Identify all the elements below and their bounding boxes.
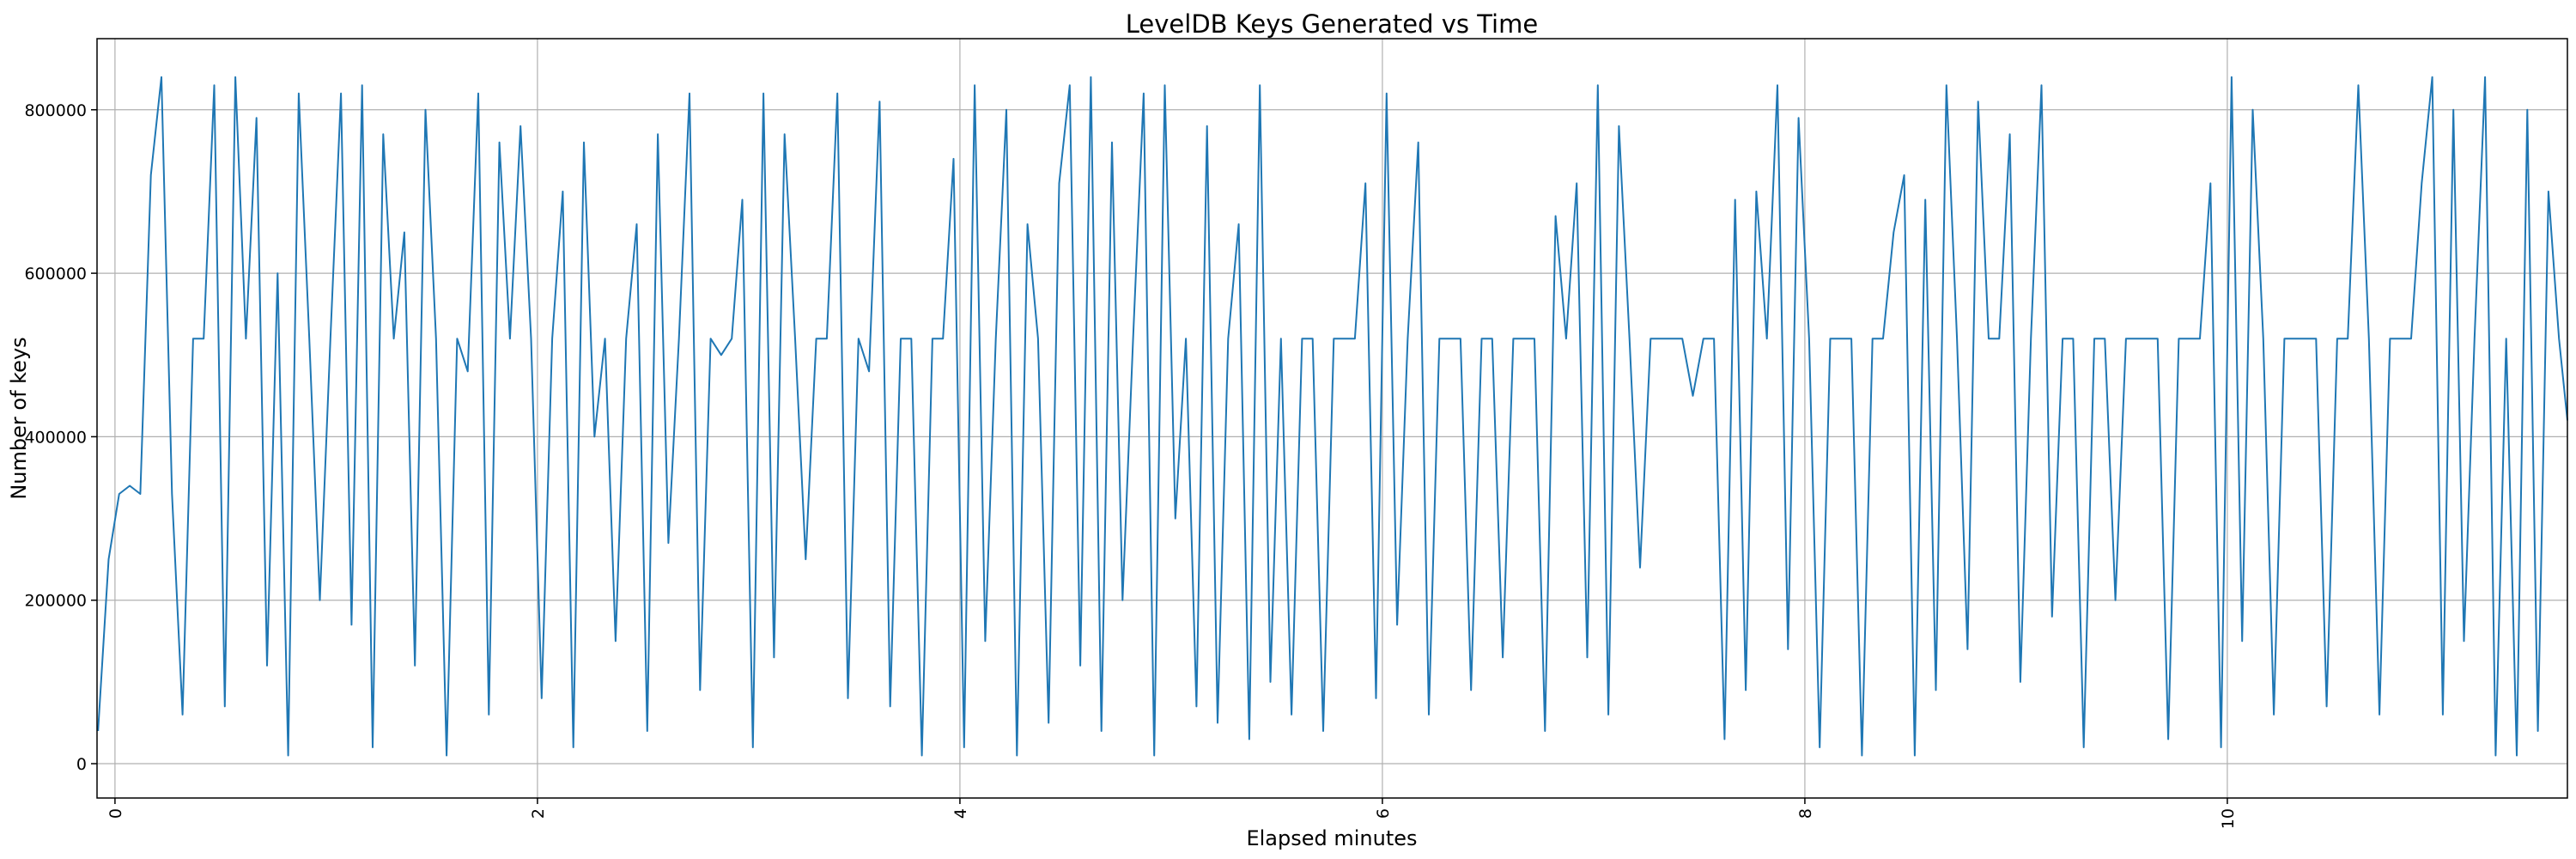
y-tick-label: 200000 bbox=[24, 592, 87, 611]
x-tick-label: 6 bbox=[1374, 808, 1393, 819]
axis-ticks: 0 2 4 6 8 10 0 200000 400000 600000 800000 bbox=[24, 101, 2237, 829]
plot-frame bbox=[96, 38, 2568, 799]
series-line-keys bbox=[97, 76, 2568, 757]
x-tick-label: 0 bbox=[106, 808, 125, 819]
y-tick-label: 800000 bbox=[24, 101, 87, 120]
y-tick-label: 0 bbox=[76, 755, 87, 774]
x-axis-label: Elapsed minutes bbox=[1246, 826, 1417, 850]
series-group bbox=[97, 76, 2568, 757]
chart-title: LevelDB Keys Generated vs Time bbox=[1126, 9, 1538, 39]
x-tick-label: 10 bbox=[2219, 808, 2238, 829]
x-tick-label: 8 bbox=[1796, 808, 1815, 819]
y-tick-label: 400000 bbox=[24, 428, 87, 447]
y-tick-label: 600000 bbox=[24, 265, 87, 283]
x-tick-label: 4 bbox=[951, 808, 970, 819]
y-axis-label: Number of keys bbox=[7, 337, 31, 499]
x-tick-label: 2 bbox=[529, 808, 548, 819]
grid-lines bbox=[97, 39, 2567, 798]
